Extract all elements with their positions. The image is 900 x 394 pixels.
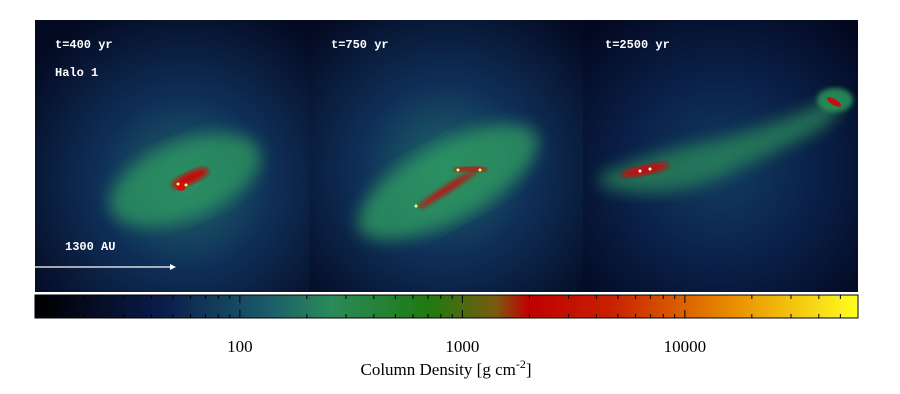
scale-bar-arrow: [170, 264, 176, 270]
x-tick-label: 10000: [664, 337, 707, 356]
colorbar-label: Column Density [g cm-2]: [360, 357, 531, 379]
dense-core: [826, 97, 842, 107]
panel-2: t=750 yr: [309, 20, 583, 292]
time-label: t=750 yr: [331, 38, 389, 52]
sink: [478, 168, 482, 172]
x-tick-label: 1000: [445, 337, 479, 356]
label-exponent: -2: [516, 357, 526, 371]
label-end: ]: [526, 360, 532, 379]
dense-core: [176, 181, 186, 191]
dense-core: [621, 163, 669, 177]
sink: [648, 167, 652, 171]
panel-3: t=2500 yr: [583, 20, 858, 292]
label-text: Column Density [g cm: [360, 360, 515, 379]
sink: [414, 204, 418, 208]
sink: [176, 182, 180, 186]
halo-label: Halo 1: [55, 66, 98, 80]
time-label: t=2500 yr: [605, 38, 670, 52]
panel-1: t=400 yr Halo 1 1300 AU: [35, 20, 309, 292]
dense-filament: [418, 168, 480, 208]
sink: [638, 169, 642, 173]
x-tick-label: 100: [227, 337, 253, 356]
colorbar: [34, 294, 859, 319]
scale-bar-label: 1300 AU: [65, 240, 115, 254]
colorbar-axis: 100 1000 10000: [83, 295, 841, 356]
sink: [456, 168, 460, 172]
time-label: t=400 yr: [55, 38, 113, 52]
sink: [184, 183, 188, 187]
gas-cloud: [357, 124, 539, 240]
